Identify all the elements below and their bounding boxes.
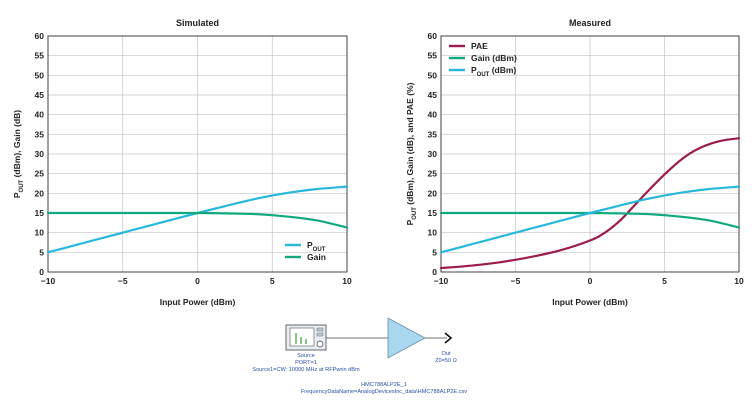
legend-entry: Gain [307, 252, 326, 262]
simulated-chart-title: Simulated [176, 18, 219, 28]
x-tick-label: −5 [511, 276, 521, 286]
x-tick-label: −10 [41, 276, 56, 286]
simulated-series-line-gain [46, 211, 349, 229]
x-tick-label: 5 [662, 276, 667, 286]
legend-entry: Gain (dBm) [471, 53, 517, 63]
text-suffix: (dBm), Gain (dB), and PAE (%) [405, 82, 415, 207]
x-tick-label: 0 [195, 276, 200, 286]
y-tick-label: 25 [428, 169, 438, 179]
y-tick-label: 5 [432, 247, 437, 257]
x-tick-label: 10 [734, 276, 744, 286]
legend-entry: PAE [471, 41, 488, 51]
amplifier-name: HMC788ALP2E_1 [361, 382, 407, 388]
y-tick-label: 45 [35, 90, 45, 100]
measured-chart: Measured 0 5 10 15 20 25 30 35 40 45 50 55 60 −10 −5 0 5 1… [405, 18, 744, 307]
simulated-chart: Simulated 0 5 10 15 20 25 30 35 40 45 50 55 60 −10 −5 0 5… [12, 18, 352, 307]
y-tick-label: 20 [35, 188, 45, 198]
source-port: PORT=1 [295, 360, 317, 366]
simulated-gridlines [47, 35, 348, 273]
y-tick-label: 5 [39, 247, 44, 257]
subscript-text: OUT [477, 72, 490, 78]
out-label: Out [441, 351, 450, 357]
y-tick-label: 15 [35, 208, 45, 218]
y-tick-label: 60 [35, 31, 45, 41]
measured-chart-title: Measured [569, 18, 611, 28]
source-label: Source [297, 353, 315, 359]
source-button-icon [316, 332, 324, 337]
source-screen-icon [289, 327, 315, 347]
source-knob-icon [316, 340, 324, 348]
y-tick-label: 50 [35, 70, 45, 80]
text-suffix: (dBm), Gain (dB) [12, 110, 22, 180]
y-tick-label: 40 [35, 110, 45, 120]
y-tick-label: 55 [35, 51, 45, 61]
y-tick-label: 10 [428, 228, 438, 238]
y-tick-label: 30 [428, 149, 438, 159]
y-tick-label: 0 [39, 267, 44, 277]
measured-series-line-p-out [439, 185, 741, 254]
y-tick-label: 45 [428, 90, 438, 100]
simulated-x-axis-label: Input Power (dBm) [160, 297, 236, 307]
y-tick-label: 20 [428, 188, 438, 198]
y-tick-label: 40 [428, 110, 438, 120]
y-tick-label: 50 [428, 70, 438, 80]
y-tick-label: 0 [432, 267, 437, 277]
amplifier-file: FrequencyDataName=AnalogDevicesInc_data\… [301, 389, 467, 395]
x-tick-label: −5 [118, 276, 128, 286]
subscript-text: OUT [19, 179, 25, 192]
y-tick-label: 60 [428, 31, 438, 41]
subscript-text: OUT [313, 247, 326, 253]
y-tick-label: 35 [428, 129, 438, 139]
measured-y-axis-label: POUT (dBm), Gain (dB), and PAE (%) [405, 82, 418, 225]
x-tick-label: 10 [342, 276, 352, 286]
x-tick-label: −10 [434, 276, 449, 286]
measured-plot-frame [440, 35, 740, 273]
measured-x-axis-label: Input Power (dBm) [552, 297, 628, 307]
y-tick-label: 30 [35, 149, 45, 159]
text-suffix: (dBm) [489, 65, 516, 75]
simulated-y-axis-label: POUT (dBm), Gain (dB) [12, 110, 25, 198]
out-impedance: Z0=50 Ω [435, 358, 457, 364]
y-tick-label: 55 [428, 51, 438, 61]
subscript-text: OUT [412, 207, 418, 220]
y-tick-label: 10 [35, 228, 45, 238]
output-port-icon [444, 332, 453, 344]
y-tick-label: 25 [35, 169, 45, 179]
circuit-schematic: Source PORT=1 Source1=CW: 10000 MHz at R… [252, 317, 467, 395]
legend-entry: POUT (dBm) [471, 65, 516, 78]
y-tick-label: 35 [35, 129, 45, 139]
simulated-plot-frame [47, 35, 348, 273]
measured-legend: PAE Gain (dBm) POUT (dBm) [449, 41, 517, 78]
x-tick-label: 0 [588, 276, 593, 286]
x-tick-label: 5 [270, 276, 275, 286]
y-tick-label: 15 [428, 208, 438, 218]
source-button-icon [316, 327, 324, 332]
source-desc: Source1=CW: 10000 MHz at RFPwrin dBm [252, 367, 360, 373]
amplifier-icon [387, 317, 426, 359]
